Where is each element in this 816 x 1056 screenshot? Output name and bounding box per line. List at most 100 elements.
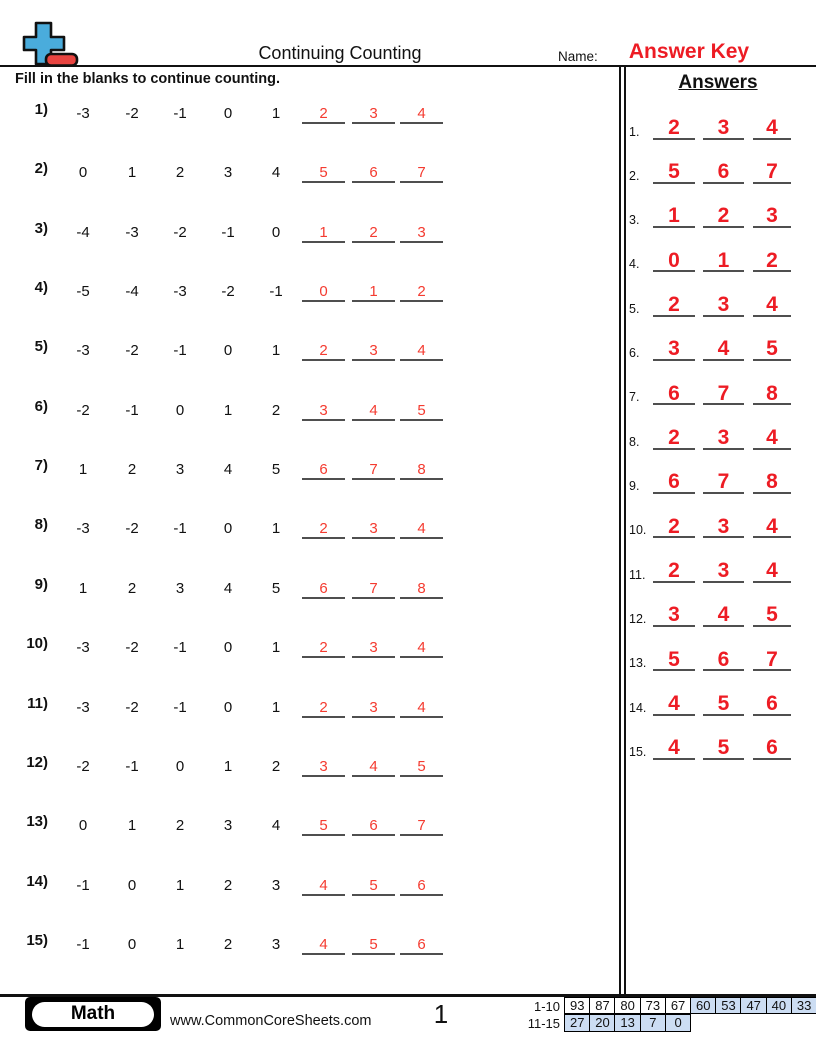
answer-blank[interactable]: 2	[400, 277, 443, 303]
answer-key-blank: 3	[753, 204, 791, 229]
answer-blank[interactable]: 4	[400, 514, 443, 540]
sequence-term: -3	[173, 283, 187, 301]
name-field-value: Answer Key	[628, 40, 750, 63]
answer-blank[interactable]: 2	[302, 514, 345, 540]
sequence-term: 3	[175, 579, 185, 597]
score-cell: 60	[690, 996, 717, 1014]
sequence-term: 3	[271, 935, 281, 953]
answer-blank[interactable]: 3	[352, 99, 395, 124]
answer-blank[interactable]: 2	[352, 218, 395, 243]
answer-blank[interactable]: 5	[302, 158, 345, 184]
answer-blank[interactable]: 4	[400, 336, 443, 362]
sequence-term: 1	[271, 698, 281, 716]
answer-key-number: 4.	[629, 257, 640, 272]
answer-blank[interactable]: 2	[302, 693, 345, 718]
sequence-term: 0	[175, 757, 185, 775]
answer-key-blank: 1	[653, 204, 695, 229]
answer-blank[interactable]: 3	[352, 693, 395, 718]
answer-blank[interactable]: 6	[352, 158, 395, 184]
answer-blank[interactable]: 4	[400, 693, 443, 718]
answer-blank[interactable]: 5	[400, 752, 443, 777]
score-range-label: 1-10	[533, 999, 560, 1014]
answer-blank[interactable]: 7	[400, 158, 443, 184]
answer-key-value: 5	[717, 736, 730, 760]
answer-blank[interactable]: 5	[352, 930, 395, 955]
problem-row: 1) -3 -2 -1 0 1 2 3 4	[0, 99, 470, 125]
answer-blank[interactable]: 7	[400, 811, 443, 837]
sequence-term: -1	[125, 401, 139, 419]
sequence-term: 1	[127, 817, 137, 835]
answer-blank[interactable]: 6	[302, 574, 345, 599]
answer-blank[interactable]: 3	[352, 336, 395, 362]
answer-key-blank: 3	[653, 603, 695, 628]
answer-value: 5	[369, 876, 378, 894]
answer-blank[interactable]: 3	[302, 752, 345, 777]
answer-blank[interactable]: 3	[302, 396, 345, 421]
sequence-term: 1	[271, 639, 281, 657]
answer-blank[interactable]: 1	[352, 277, 395, 303]
answer-value: 6	[417, 876, 426, 894]
answer-blank[interactable]: 8	[400, 574, 443, 599]
answer-value: 2	[319, 698, 328, 716]
answer-key-value: 6	[717, 159, 730, 183]
sequence-term: 5	[271, 461, 281, 479]
problem-number: 2)	[34, 160, 48, 178]
answer-value: 6	[417, 935, 426, 953]
score-cell: 33	[790, 996, 816, 1014]
answer-value: 7	[369, 579, 378, 597]
answer-key-value: 7	[766, 159, 778, 183]
answer-blank[interactable]: 4	[400, 99, 443, 124]
score-grid-row: 27 20 13 7 0	[564, 1014, 692, 1032]
answer-blank[interactable]: 7	[352, 574, 395, 599]
answer-value: 5	[319, 817, 328, 835]
sequence-term: -4	[76, 223, 90, 241]
answer-blank[interactable]: 2	[302, 633, 345, 659]
sequence-term: -2	[221, 283, 235, 301]
answer-key-blank: 2	[653, 514, 695, 539]
sequence-term: 1	[271, 105, 281, 122]
answer-blank[interactable]: 4	[400, 633, 443, 659]
answer-blank[interactable]: 2	[302, 336, 345, 362]
problem-row: 10) -3 -2 -1 0 1 2 3 4	[0, 633, 470, 659]
answer-blank[interactable]: 3	[400, 218, 443, 243]
sequence-term: 3	[223, 817, 233, 835]
answer-value: 8	[417, 461, 426, 479]
answer-value: 5	[319, 164, 328, 182]
page-number: 1	[433, 999, 449, 1029]
answer-blank[interactable]: 1	[302, 218, 345, 243]
sequence-term: 1	[271, 342, 281, 360]
answer-blank[interactable]: 5	[352, 871, 395, 896]
answer-blank[interactable]: 6	[400, 930, 443, 955]
answer-blank[interactable]: 7	[352, 455, 395, 481]
website-link[interactable]: www.CommonCoreSheets.com	[170, 1013, 372, 1029]
answer-key-blank: 6	[753, 692, 791, 716]
sequence-term: -3	[125, 223, 139, 241]
answer-blank[interactable]: 0	[302, 277, 345, 303]
answer-blank[interactable]: 4	[302, 871, 345, 896]
answer-key-number: 9.	[629, 479, 640, 494]
answer-blank[interactable]: 4	[302, 930, 345, 955]
answer-blank[interactable]: 2	[302, 99, 345, 124]
answer-blank[interactable]: 8	[400, 455, 443, 481]
answer-blank[interactable]: 4	[352, 752, 395, 777]
answer-key-value: 4	[766, 115, 778, 139]
answer-blank[interactable]: 4	[352, 396, 395, 421]
sequence-term: -3	[76, 639, 90, 657]
sequence-term: 1	[175, 876, 185, 894]
answer-key-blank: 3	[703, 293, 744, 317]
answer-blank[interactable]: 6	[400, 871, 443, 896]
answer-value: 4	[417, 342, 426, 360]
problem-row: 5) -3 -2 -1 0 1 2 3 4	[0, 336, 470, 362]
answer-key-value: 7	[717, 470, 730, 494]
answer-blank[interactable]: 5	[400, 396, 443, 421]
answer-key-number: 7.	[629, 390, 640, 405]
sequence-term: 1	[78, 579, 88, 597]
answer-blank[interactable]: 3	[352, 514, 395, 540]
answer-key-blank: 2	[653, 293, 695, 317]
score-cell: 40	[765, 996, 793, 1014]
answer-blank[interactable]: 6	[302, 455, 345, 481]
answer-blank[interactable]: 3	[352, 633, 395, 659]
score-grid-row: 93 87 80 73 67 60 53 47 40 33	[564, 996, 816, 1014]
answer-blank[interactable]: 6	[352, 811, 395, 837]
answer-blank[interactable]: 5	[302, 811, 345, 837]
